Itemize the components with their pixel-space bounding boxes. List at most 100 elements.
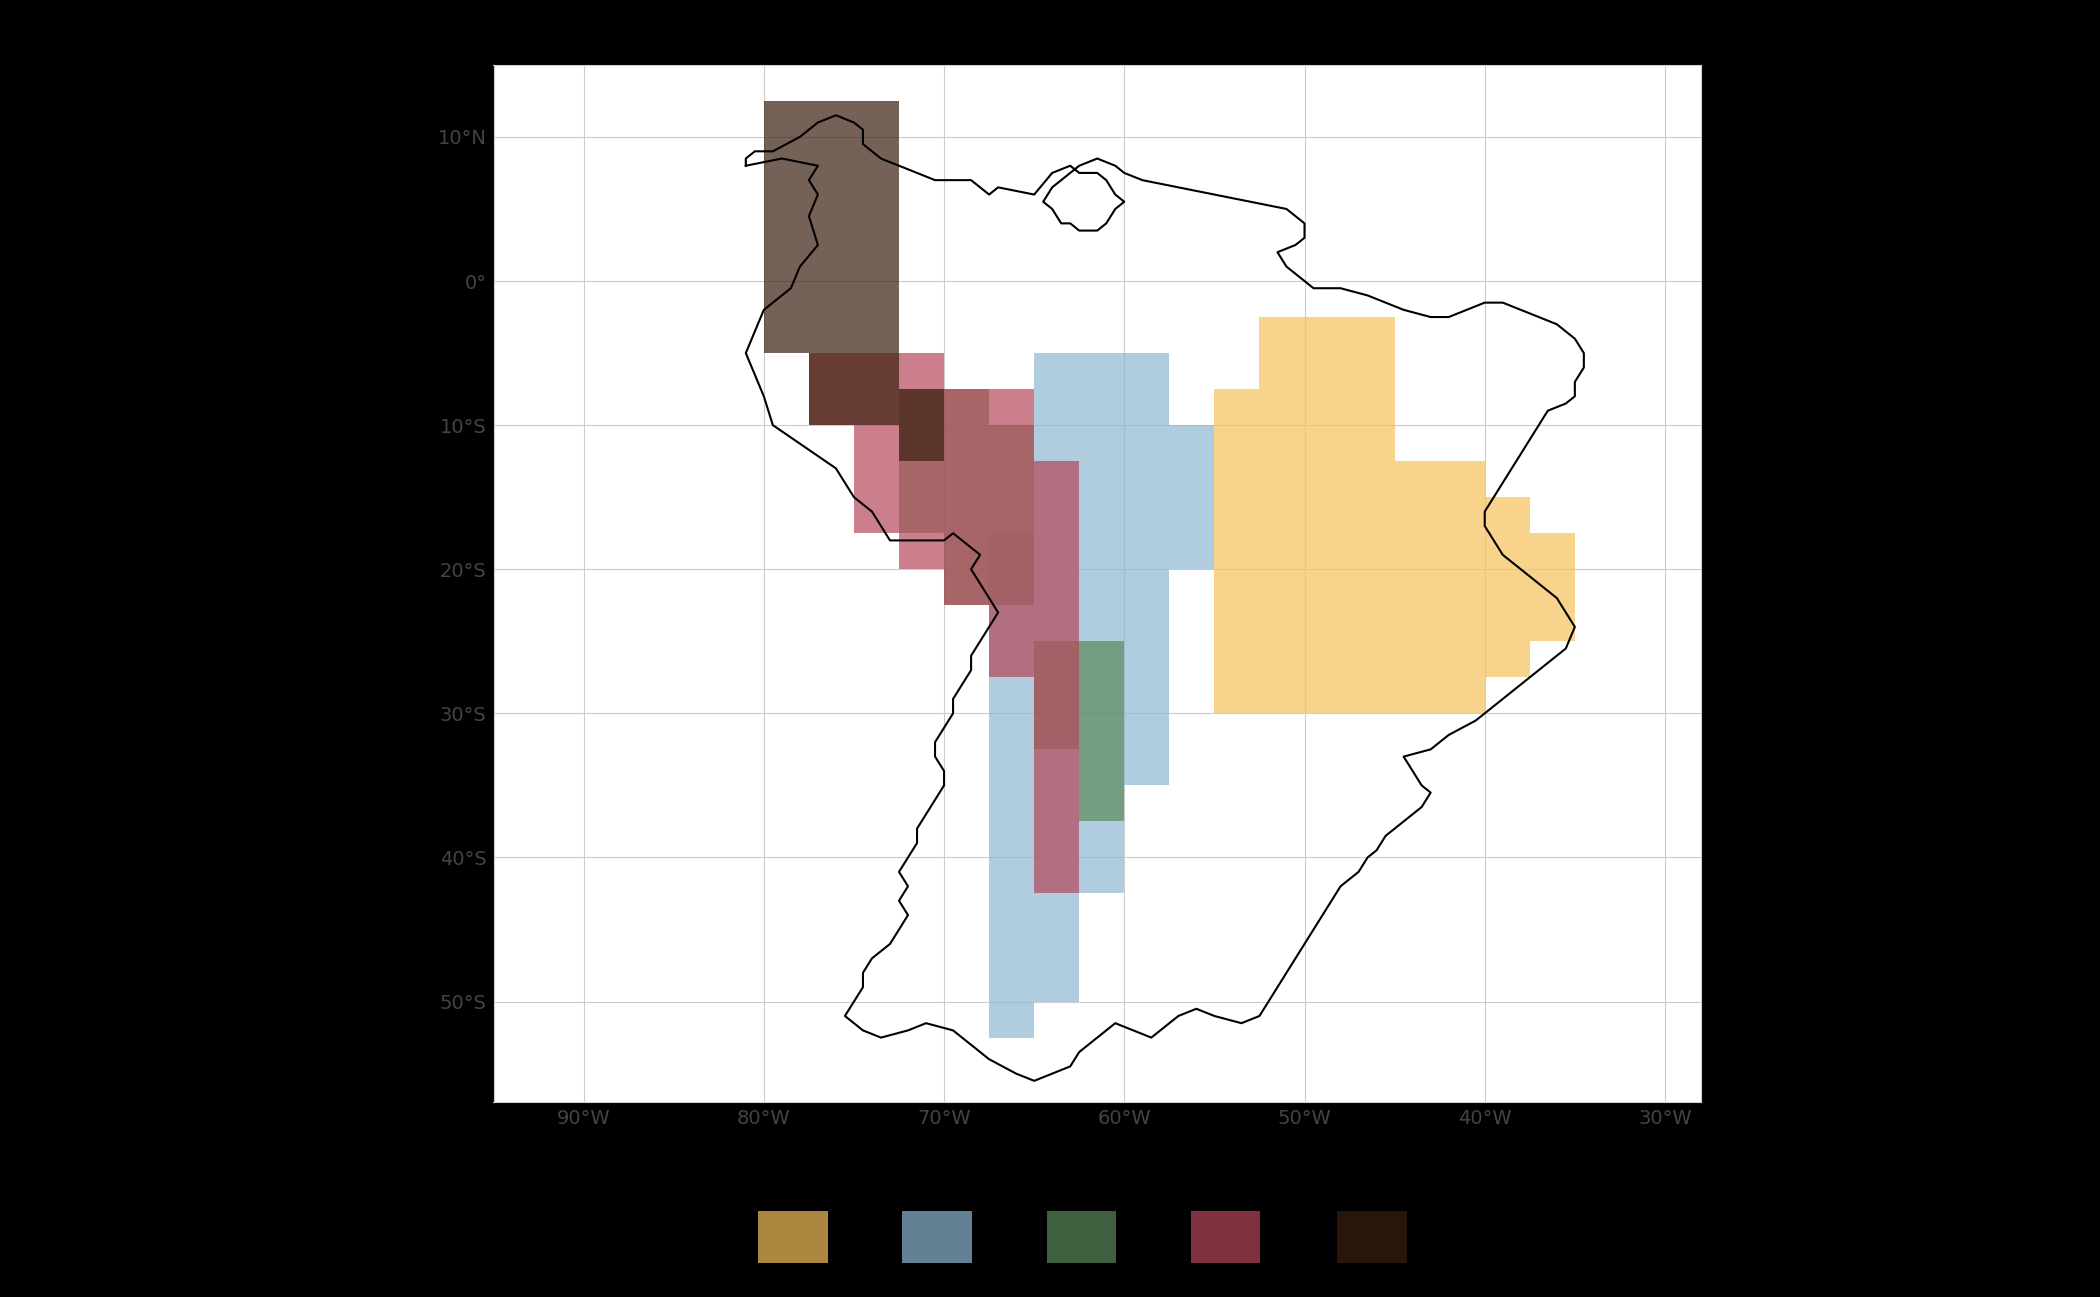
Bar [1485, 606, 1529, 641]
Bar [855, 245, 899, 281]
Bar [1079, 750, 1124, 786]
Bar [764, 316, 808, 353]
Bar [1350, 569, 1394, 606]
Bar [989, 750, 1033, 786]
Bar [1394, 497, 1441, 533]
Bar [1485, 533, 1529, 569]
Bar [1304, 533, 1350, 569]
Bar [989, 821, 1033, 857]
Bar [899, 497, 945, 533]
Bar [808, 389, 855, 425]
Bar [989, 533, 1033, 569]
Bar [855, 353, 899, 389]
Bar [1260, 533, 1304, 569]
Bar [945, 425, 989, 462]
Bar [855, 389, 899, 425]
Bar [1260, 569, 1304, 606]
Y-axis label: Latitude: Latitude [407, 538, 426, 629]
Bar [1304, 677, 1350, 713]
Bar [855, 353, 899, 389]
Bar [1124, 425, 1170, 462]
Bar [989, 569, 1033, 606]
Bar [989, 786, 1033, 821]
Bar [1124, 389, 1170, 425]
Bar [764, 173, 808, 209]
Bar [989, 894, 1033, 930]
Bar [855, 209, 899, 245]
Bar [1441, 677, 1485, 713]
Bar [945, 533, 989, 569]
Bar [1033, 930, 1079, 965]
Bar [1304, 569, 1350, 606]
Bar [1260, 389, 1304, 425]
Bar [855, 137, 899, 173]
Bar [1214, 641, 1260, 677]
Bar [899, 533, 945, 569]
Bar [989, 462, 1033, 497]
Bar [945, 569, 989, 606]
Bar [945, 533, 989, 569]
Bar [1124, 353, 1170, 389]
Bar [855, 425, 899, 462]
Bar [1033, 857, 1079, 894]
Bar [1350, 353, 1394, 389]
Bar [1079, 641, 1124, 677]
Bar [1033, 750, 1079, 786]
Bar [1214, 462, 1260, 497]
Bar [1033, 821, 1079, 857]
Bar [1350, 389, 1394, 425]
Bar [1079, 389, 1124, 425]
Bar [989, 930, 1033, 965]
Bar [1033, 677, 1079, 713]
Bar [855, 462, 899, 497]
Bar [1079, 425, 1124, 462]
Bar [989, 857, 1033, 894]
Bar [1033, 641, 1079, 677]
Bar [1079, 713, 1124, 750]
Bar [1079, 713, 1124, 750]
Bar [1214, 569, 1260, 606]
Bar [1033, 497, 1079, 533]
Bar [808, 353, 855, 389]
Bar [1033, 533, 1079, 569]
Bar [1529, 606, 1575, 641]
Bar [1124, 606, 1170, 641]
Bar [764, 101, 808, 137]
Bar [1124, 497, 1170, 533]
Bar [1441, 533, 1485, 569]
Bar [945, 462, 989, 497]
Bar [1033, 606, 1079, 641]
Bar [1394, 641, 1441, 677]
Bar [899, 425, 945, 462]
Bar [989, 641, 1033, 677]
Bar [1350, 677, 1394, 713]
Bar [764, 137, 808, 173]
Bar [899, 389, 945, 425]
Bar [899, 425, 945, 462]
Bar [899, 462, 945, 497]
Bar [1079, 677, 1124, 713]
Bar [1124, 750, 1170, 786]
Bar [989, 1001, 1033, 1038]
Bar [808, 173, 855, 209]
Bar [989, 965, 1033, 1001]
Bar [1033, 750, 1079, 786]
Bar [989, 533, 1033, 569]
Bar [808, 137, 855, 173]
Bar [1350, 641, 1394, 677]
Bar [1079, 606, 1124, 641]
Bar [808, 389, 855, 425]
Bar [1033, 786, 1079, 821]
Bar [855, 389, 899, 425]
X-axis label: Longitude: Longitude [1042, 1140, 1153, 1160]
Bar [899, 353, 945, 389]
Bar [945, 462, 989, 497]
Bar [855, 316, 899, 353]
Bar [1033, 353, 1079, 389]
Bar [1079, 462, 1124, 497]
Bar [1441, 462, 1485, 497]
Bar [989, 569, 1033, 606]
Bar [1350, 497, 1394, 533]
Bar [1124, 462, 1170, 497]
Bar [1304, 497, 1350, 533]
